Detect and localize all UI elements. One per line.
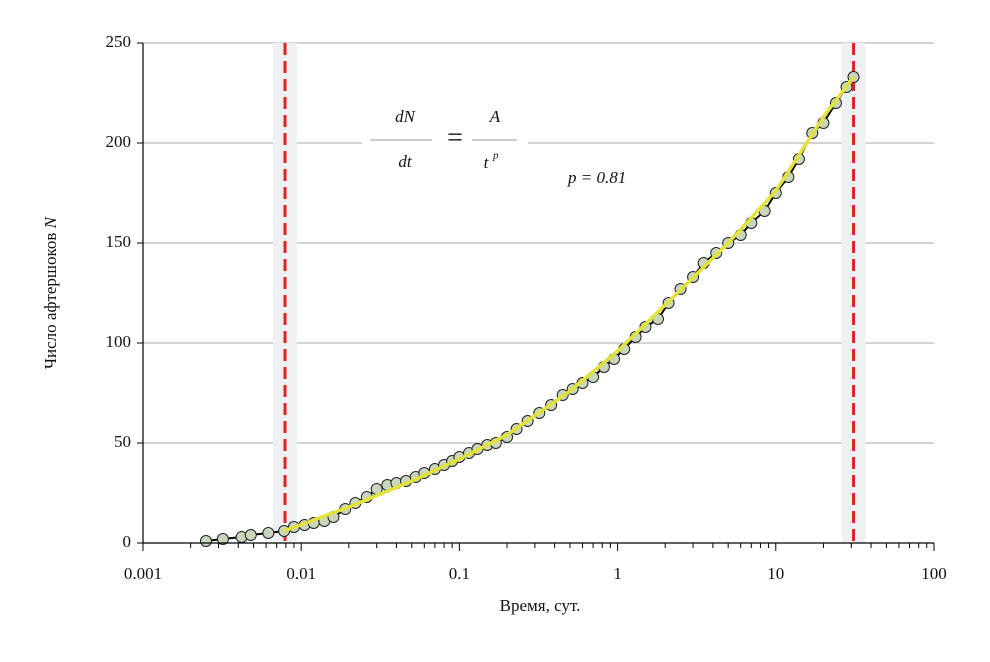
annotation: p = 0.81 [567, 168, 626, 187]
y-axis-label-var: N [41, 215, 60, 229]
grid-layer [143, 42, 934, 544]
eq-lhs-den: dt [398, 152, 413, 171]
x-tick-label: 0.01 [286, 564, 316, 583]
y-axis-label-text: Число афтершоков [41, 233, 60, 369]
x-tick-label: 10 [767, 564, 784, 583]
y-tick-label: 50 [114, 432, 131, 451]
data-layer [199, 43, 860, 547]
eq-exponent: p [492, 150, 499, 162]
x-tick-label: 0.1 [449, 564, 470, 583]
x-tick-label: 100 [921, 564, 947, 583]
y-tick-label: 100 [106, 332, 132, 351]
eq-rhs-den: t [484, 153, 490, 172]
eq-equals: = [447, 122, 463, 153]
data-line [283, 75, 855, 533]
eq-lhs-num: dN [395, 107, 417, 126]
y-tick-label: 250 [106, 32, 132, 51]
y-tick-label: 0 [123, 532, 132, 551]
data-point [244, 529, 257, 541]
data-point [199, 535, 212, 547]
y-tick-label: 200 [106, 132, 132, 151]
data-line [205, 76, 855, 542]
data-point [216, 533, 229, 545]
equation: dN dt = A t p p = 0.81 [362, 107, 626, 187]
x-tick-label: 0.001 [124, 564, 162, 583]
y-tick-label: 150 [106, 232, 132, 251]
axes-layer: 0 50 100 150 200 250 0.001 0.01 0.1 1 10 100 [106, 32, 947, 583]
data-point [262, 527, 275, 539]
y-axis-label: Число афтершоков N [41, 215, 60, 369]
equation-bg [362, 124, 528, 158]
eq-rhs-num: A [489, 107, 501, 126]
x-axis-label: Время, сут. [500, 596, 581, 615]
x-tick-label: 1 [613, 564, 622, 583]
